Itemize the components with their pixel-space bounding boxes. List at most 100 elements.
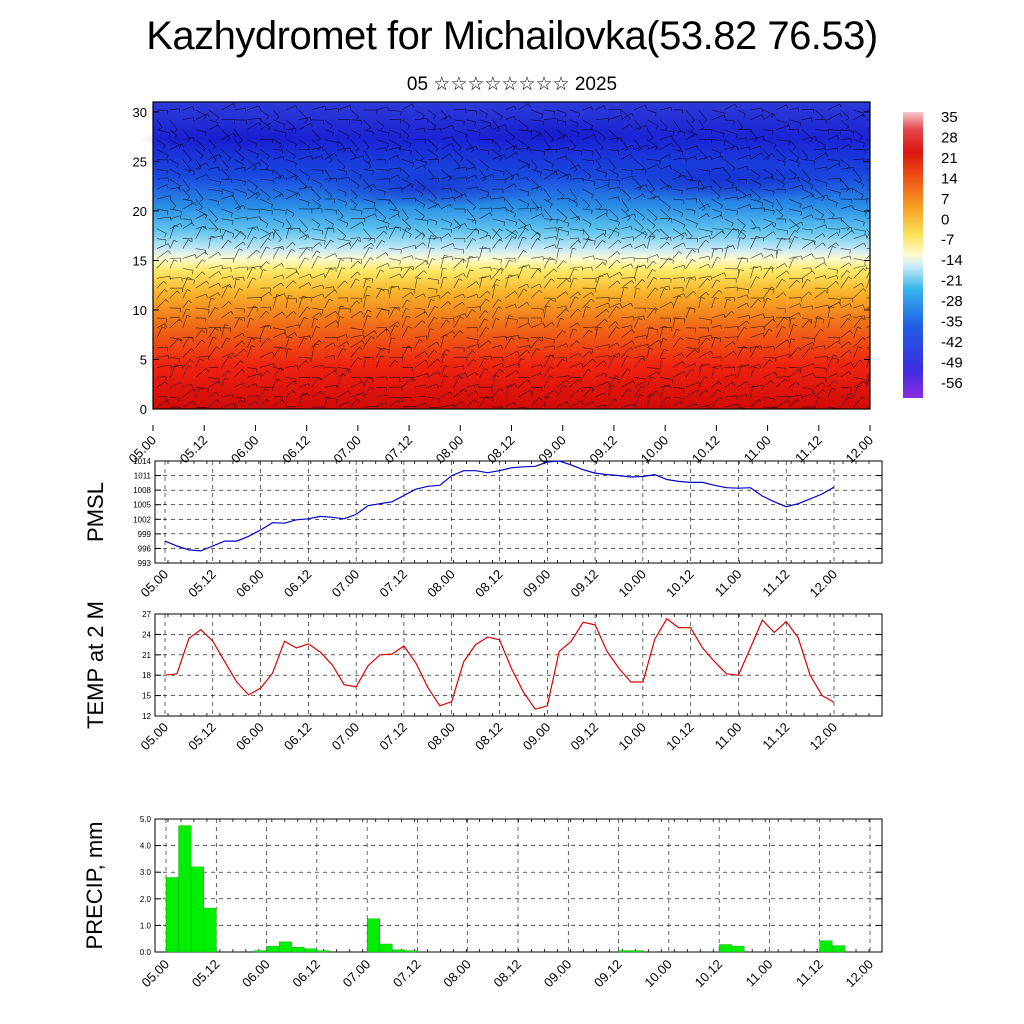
precip-bar — [731, 945, 745, 953]
temp-y-tick-label: 27 — [142, 610, 151, 619]
precip-bar — [266, 945, 280, 953]
heatmap-frame — [152, 101, 871, 410]
temp-y-tick-label: 15 — [142, 692, 151, 701]
pmsl-y-tick-label: 993 — [138, 559, 152, 568]
temp-y-tick-label: 12 — [142, 712, 151, 721]
precip-y-tick-label: 2.0 — [140, 895, 152, 904]
pmsl-y-tick-label: 996 — [138, 544, 152, 553]
precip-x-tick-label: 09.12 — [591, 957, 625, 991]
colorbar-label: 35 — [941, 109, 958, 126]
precip-x-tick-label: 07.00 — [340, 957, 374, 991]
y-tick-label: 10 — [133, 303, 147, 318]
wind-barbs — [156, 103, 870, 409]
temp-ylabel: TEMP at 2 M — [83, 601, 108, 729]
precip-bar — [832, 945, 846, 953]
precip-bar — [392, 949, 406, 953]
colorbar-label: -42 — [941, 334, 963, 351]
heatmap-field — [153, 102, 870, 409]
precip-bar — [618, 950, 632, 953]
pmsl-x-tick-label: 11.12 — [759, 567, 792, 600]
precip-x-tick-label: 08.00 — [440, 957, 474, 991]
chart-title: Kazhydromet for Michailovka(53.82 76.53) — [146, 14, 878, 58]
colorbar-label: -14 — [941, 252, 963, 269]
precip-bar — [253, 950, 267, 953]
pmsl-x-tick-label: 10.12 — [663, 567, 697, 601]
precip-bar — [819, 940, 833, 953]
pmsl-y-tick-label: 1014 — [133, 457, 151, 466]
temp-x-tick-label: 10.12 — [663, 720, 697, 754]
precip-y-tick-label: 5.0 — [140, 815, 152, 824]
pmsl-x-tick-label: 12.00 — [807, 567, 841, 601]
chart-subtitle: 05 ☆☆☆☆☆☆☆☆ 2025 — [406, 74, 618, 95]
pmsl-x-tick-label: 08.12 — [472, 567, 506, 601]
pmsl-x-tick-label: 09.12 — [568, 567, 602, 601]
pmsl-x-tick-label: 05.12 — [185, 567, 219, 601]
temp-x-tick-label: 08.00 — [424, 720, 458, 754]
precip-y-tick-label: 3.0 — [140, 868, 152, 877]
y-tick-label: 20 — [133, 204, 147, 219]
y-tick-label: 25 — [133, 154, 147, 169]
pmsl-x-tick-label: 09.00 — [520, 567, 554, 601]
y-tick-label: 5 — [140, 352, 147, 367]
pmsl-x-tick-label: 11.00 — [712, 567, 745, 600]
temp-x-tick-label: 08.12 — [472, 720, 506, 754]
temp-y-tick-label: 21 — [142, 651, 151, 660]
precip-x-tick-label: 12.00 — [843, 957, 877, 991]
precip-bar — [404, 950, 418, 953]
precip-bar — [178, 825, 192, 953]
precip-x-tick-label: 06.12 — [289, 957, 323, 991]
temp-x-tick-label: 09.00 — [520, 720, 554, 754]
y-tick-label: 30 — [133, 105, 147, 120]
temp-x-tick-label: 09.12 — [568, 720, 602, 754]
pmsl-y-tick-label: 1002 — [133, 515, 151, 524]
colorbar-label: 14 — [941, 170, 958, 187]
colorbar-label: 0 — [941, 211, 949, 228]
precip-bar — [278, 941, 292, 953]
precip-frame — [154, 818, 883, 953]
pmsl-x-tick-label: 10.00 — [615, 567, 649, 601]
temp-x-tick-label: 11.00 — [712, 720, 745, 753]
pmsl-x-tick-label: 05.00 — [138, 567, 172, 601]
pmsl-x-tick-label: 06.12 — [281, 567, 315, 601]
precip-x-tick-label: 05.12 — [189, 957, 223, 991]
precip-y-tick-label: 4.0 — [140, 842, 152, 851]
temp-frame — [154, 613, 883, 717]
precip-ylabel: PRECIP, mm — [82, 822, 107, 950]
colorbar-label: -49 — [941, 354, 963, 371]
precip-bar — [630, 950, 644, 953]
temp-x-tick-label: 06.00 — [233, 720, 267, 754]
temp-x-tick-label: 07.00 — [329, 720, 363, 754]
precip-x-tick-label: 05.00 — [139, 957, 173, 991]
pmsl-ylabel: PMSL — [83, 482, 108, 542]
pmsl-x-tick-label: 06.00 — [233, 567, 267, 601]
precip-bar — [366, 918, 380, 953]
precip-x-tick-label: 06.00 — [239, 957, 273, 991]
colorbar-label: -35 — [941, 314, 963, 331]
colorbar — [903, 112, 923, 398]
pmsl-y-tick-label: 1005 — [133, 501, 151, 510]
precip-x-tick-label: 10.00 — [641, 957, 675, 991]
precip-x-tick-label: 09.00 — [541, 957, 575, 991]
precip-bar — [190, 866, 204, 953]
precip-bar — [203, 907, 217, 953]
precip-bar — [304, 948, 318, 953]
temp-x-tick-label: 12.00 — [807, 720, 841, 754]
precip-x-tick-label: 07.12 — [390, 957, 424, 991]
cold-core — [139, 123, 340, 154]
precip-bar — [165, 877, 179, 953]
y-tick-label: 15 — [133, 253, 147, 268]
precip-x-tick-label: 10.12 — [692, 957, 726, 991]
precip-y-tick-label: 1.0 — [140, 921, 152, 930]
precip-y-tick-label: 0.0 — [140, 948, 152, 957]
pmsl-frame — [154, 460, 883, 564]
colorbar-label: -56 — [941, 375, 963, 392]
pmsl-y-tick-label: 1008 — [133, 486, 151, 495]
pmsl-x-tick-label: 08.00 — [424, 567, 458, 601]
colorbar-label: -7 — [941, 232, 954, 249]
precip-bar — [718, 944, 732, 953]
precip-x-tick-label: 08.12 — [491, 957, 525, 991]
temp-x-tick-label: 10.00 — [615, 720, 649, 754]
colorbar-label: 21 — [941, 150, 958, 167]
temp-x-tick-label: 11.12 — [759, 720, 792, 753]
